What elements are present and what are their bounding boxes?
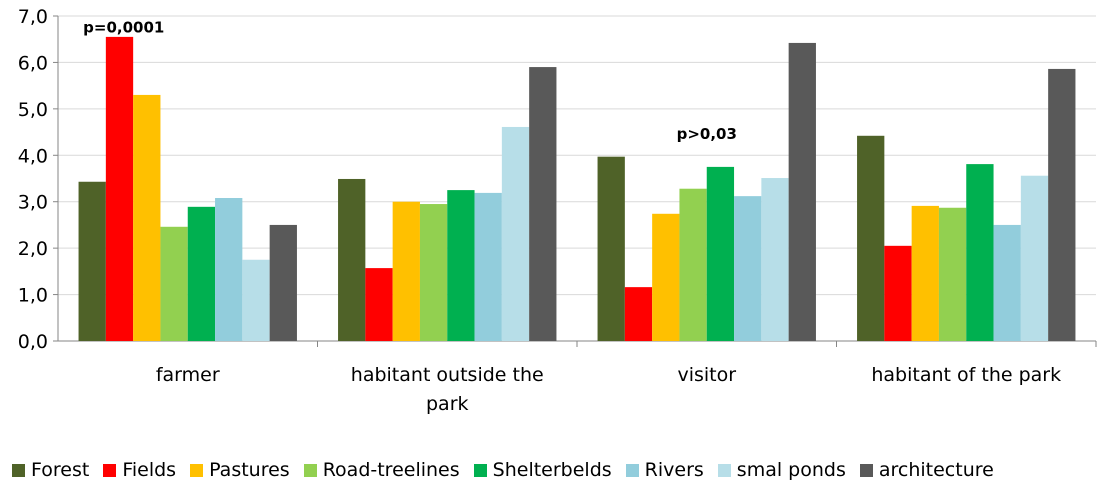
bar-shelterbelds: [966, 164, 994, 341]
legend-swatch: [303, 463, 317, 477]
bar-smal-ponds: [242, 259, 270, 341]
annotation: p>0,03: [677, 125, 737, 143]
legend-item: Fields: [103, 459, 176, 481]
legend-label: smal ponds: [736, 459, 846, 481]
bar-fields: [884, 245, 912, 341]
bar-architecture: [788, 42, 816, 342]
legend-label: Road-treelines: [322, 459, 460, 481]
legend-label: Pastures: [209, 459, 290, 481]
bar-rivers: [215, 198, 243, 341]
bar-road-treelines: [419, 204, 448, 341]
x-tick-label: visitor: [677, 364, 736, 386]
legend-label: Rivers: [644, 459, 704, 481]
bar-rivers: [474, 192, 502, 341]
legend-swatch: [473, 463, 487, 477]
y-tick-label: 7,0: [18, 6, 48, 28]
bar-shelterbelds: [447, 190, 475, 341]
bar-forest: [338, 178, 366, 341]
bar-smal-ponds: [1020, 175, 1049, 341]
legend-item: Shelterbelds: [473, 459, 612, 481]
legend-swatch: [103, 463, 117, 477]
y-tick-label: 5,0: [18, 99, 48, 121]
bar-rivers: [734, 196, 762, 341]
bar-architecture: [529, 67, 557, 342]
bar-rivers: [993, 224, 1021, 341]
legend-item: smal ponds: [717, 459, 846, 481]
legend-swatch: [859, 463, 873, 477]
legend-label: Fields: [122, 459, 177, 481]
legend-item: Road-treelines: [303, 459, 460, 481]
x-tick-label: habitant of the park: [871, 364, 1061, 386]
legend-swatch: [625, 463, 639, 477]
legend-label: Shelterbelds: [492, 459, 612, 481]
bar-chart: 0,0 1,0 2,0 3,0 4,0 5,0 6,0 7,0 farmer habitant o…: [18, 6, 1097, 415]
bar-forest: [597, 156, 625, 341]
bar-shelterbelds: [706, 166, 735, 341]
bar-pastures: [652, 213, 680, 341]
x-tick-label: farmer: [156, 364, 220, 386]
y-tick-label: 6,0: [18, 52, 48, 74]
bar-road-treelines: [938, 207, 967, 341]
bar-smal-ponds: [501, 126, 530, 341]
bar-road-treelines: [160, 226, 188, 341]
y-tick-label: 0,0: [18, 331, 48, 353]
legend-label: Forest: [31, 459, 90, 481]
bar-pastures: [392, 201, 420, 341]
legend-swatch: [717, 463, 731, 477]
legend-swatch: [190, 463, 204, 477]
y-tick-label: 2,0: [18, 238, 48, 260]
y-tick-label: 4,0: [18, 145, 48, 167]
legend: Forest Fields Pastures Road-treelines Shelte…: [12, 459, 994, 481]
legend-item: Pastures: [190, 459, 290, 481]
bar-fields: [365, 268, 393, 341]
legend-item: Forest: [12, 459, 89, 481]
legend-item: Rivers: [625, 459, 704, 481]
bar-forest: [857, 135, 885, 341]
bar-fields: [105, 36, 134, 342]
x-tick-label: park: [426, 393, 469, 415]
bar-pastures: [133, 94, 161, 341]
bar-pastures: [911, 205, 939, 341]
y-tick-label: 3,0: [18, 192, 48, 214]
x-tick-label: habitant outside the: [351, 364, 544, 386]
legend-item: architecture: [859, 459, 994, 481]
bar-road-treelines: [679, 188, 707, 341]
y-tick-label: 1,0: [18, 285, 48, 307]
legend-label: architecture: [878, 459, 994, 481]
bar-forest: [78, 181, 106, 341]
bar-architecture: [269, 224, 297, 341]
bar-shelterbelds: [187, 206, 216, 341]
legend-swatch: [12, 463, 25, 477]
annotation: p=0,0001: [83, 18, 164, 36]
bar-smal-ponds: [761, 178, 789, 341]
bar-architecture: [1048, 68, 1076, 341]
bar-fields: [624, 287, 653, 341]
